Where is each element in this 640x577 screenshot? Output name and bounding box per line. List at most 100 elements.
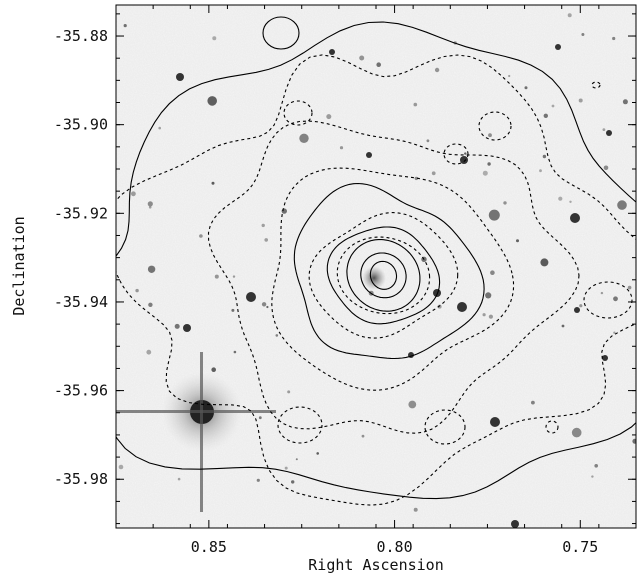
star bbox=[600, 291, 604, 295]
star bbox=[581, 33, 585, 36]
star bbox=[284, 466, 288, 470]
star bbox=[158, 126, 161, 130]
star bbox=[135, 288, 139, 293]
star bbox=[487, 162, 491, 166]
star bbox=[261, 223, 265, 228]
star bbox=[551, 104, 555, 108]
star bbox=[148, 302, 153, 307]
x-axis-label: Right Ascension bbox=[308, 556, 443, 574]
star bbox=[606, 130, 612, 136]
star bbox=[570, 213, 580, 223]
xray-contour bbox=[326, 226, 441, 325]
star bbox=[233, 350, 237, 354]
star bbox=[542, 154, 547, 159]
star bbox=[214, 274, 219, 279]
radio-contour bbox=[336, 236, 431, 315]
star bbox=[231, 308, 235, 312]
radio-contour bbox=[271, 167, 515, 391]
star bbox=[256, 478, 260, 482]
y-tick-label: -35.94 bbox=[54, 293, 108, 311]
star bbox=[531, 400, 535, 405]
contour-layer bbox=[116, 16, 636, 506]
star bbox=[177, 477, 181, 481]
star bbox=[426, 139, 430, 143]
radio-contour bbox=[116, 54, 636, 506]
star bbox=[571, 427, 582, 438]
star bbox=[211, 367, 216, 373]
star bbox=[591, 475, 594, 478]
isolated-contour bbox=[283, 100, 313, 126]
star bbox=[613, 331, 616, 334]
star bbox=[488, 314, 493, 319]
axis-ticks bbox=[115, 5, 636, 528]
star bbox=[258, 416, 262, 420]
star bbox=[603, 165, 609, 171]
star bbox=[632, 438, 636, 444]
y-tick-label: -35.90 bbox=[54, 116, 108, 134]
star bbox=[594, 464, 598, 468]
isolated-contour bbox=[583, 281, 633, 319]
star bbox=[414, 176, 418, 181]
star bbox=[579, 304, 583, 308]
star bbox=[482, 170, 488, 176]
y-tick-label: -35.96 bbox=[54, 382, 108, 400]
star bbox=[464, 152, 467, 155]
star bbox=[146, 349, 152, 355]
star bbox=[602, 355, 608, 361]
star bbox=[176, 73, 184, 81]
star bbox=[232, 275, 236, 278]
isolated-contour bbox=[277, 406, 323, 444]
isolated-contour bbox=[478, 111, 512, 141]
y-tick-label: -35.98 bbox=[54, 470, 108, 488]
star bbox=[578, 98, 583, 103]
star bbox=[299, 133, 309, 143]
star bbox=[287, 390, 291, 394]
star bbox=[457, 302, 467, 312]
star bbox=[617, 200, 627, 210]
star bbox=[543, 113, 548, 119]
star bbox=[460, 156, 468, 164]
star bbox=[437, 304, 442, 309]
star bbox=[558, 196, 563, 201]
star bbox=[123, 24, 127, 28]
star bbox=[490, 417, 500, 427]
y-axis-label: Declination bbox=[10, 216, 28, 315]
star bbox=[434, 67, 440, 73]
star bbox=[561, 324, 565, 328]
star bbox=[281, 208, 287, 214]
bright-star bbox=[116, 352, 276, 512]
isolated-contour bbox=[591, 81, 601, 89]
isolated-contour bbox=[443, 143, 469, 165]
star bbox=[612, 36, 616, 41]
central-galaxy bbox=[362, 266, 386, 290]
star bbox=[567, 13, 572, 18]
star bbox=[516, 239, 519, 243]
star bbox=[627, 285, 632, 290]
radio-contour bbox=[207, 120, 580, 434]
star bbox=[329, 49, 335, 55]
star bbox=[511, 520, 519, 528]
star bbox=[147, 201, 153, 207]
star bbox=[199, 234, 203, 238]
star bbox=[212, 36, 217, 41]
isolated-contour bbox=[424, 409, 466, 445]
star bbox=[183, 324, 191, 332]
isolated-contour bbox=[545, 420, 559, 434]
sky-image bbox=[116, 5, 636, 528]
star bbox=[569, 200, 572, 203]
star bbox=[482, 313, 486, 317]
star bbox=[148, 206, 152, 209]
xray-contour bbox=[346, 238, 421, 312]
star bbox=[211, 181, 215, 185]
star bbox=[490, 270, 495, 276]
radio-contour bbox=[308, 212, 459, 339]
star bbox=[540, 258, 549, 267]
star bbox=[326, 114, 332, 120]
xray-contour bbox=[293, 182, 485, 360]
star bbox=[275, 334, 279, 337]
y-tick-label: -35.92 bbox=[54, 204, 108, 222]
star bbox=[413, 507, 418, 512]
x-tick-label: 0.75 bbox=[562, 538, 598, 556]
star bbox=[524, 86, 528, 90]
